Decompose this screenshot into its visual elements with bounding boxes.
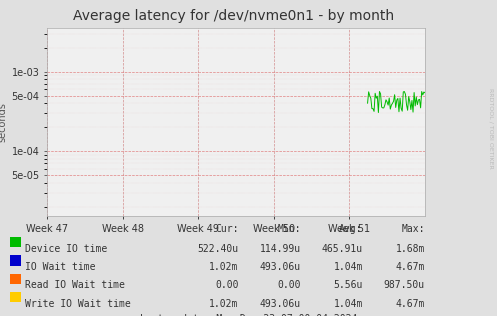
Text: 114.99u: 114.99u	[259, 244, 301, 254]
Text: Device IO time: Device IO time	[25, 244, 107, 254]
Text: 4.67m: 4.67m	[396, 299, 425, 309]
Text: 4.67m: 4.67m	[396, 262, 425, 272]
Y-axis label: seconds: seconds	[0, 102, 7, 143]
Text: 0.00: 0.00	[277, 280, 301, 290]
Text: 1.02m: 1.02m	[209, 299, 239, 309]
Text: 522.40u: 522.40u	[197, 244, 239, 254]
Text: Last update: Mon Dec 23 07:00:04 2024: Last update: Mon Dec 23 07:00:04 2024	[140, 314, 357, 316]
Text: Min:: Min:	[277, 224, 301, 234]
Text: IO Wait time: IO Wait time	[25, 262, 95, 272]
Text: RRDTOOL / TOBI OETIKER: RRDTOOL / TOBI OETIKER	[488, 88, 493, 169]
Text: 0.00: 0.00	[215, 280, 239, 290]
Text: Read IO Wait time: Read IO Wait time	[25, 280, 125, 290]
Text: 493.06u: 493.06u	[259, 262, 301, 272]
Text: Write IO Wait time: Write IO Wait time	[25, 299, 131, 309]
Text: 1.02m: 1.02m	[209, 262, 239, 272]
Text: 1.04m: 1.04m	[333, 299, 363, 309]
Text: 987.50u: 987.50u	[384, 280, 425, 290]
Text: 1.68m: 1.68m	[396, 244, 425, 254]
Text: 465.91u: 465.91u	[322, 244, 363, 254]
Text: 1.04m: 1.04m	[333, 262, 363, 272]
Text: Cur:: Cur:	[215, 224, 239, 234]
Text: Max:: Max:	[402, 224, 425, 234]
Text: Average latency for /dev/nvme0n1 - by month: Average latency for /dev/nvme0n1 - by mo…	[73, 9, 394, 23]
Text: 493.06u: 493.06u	[259, 299, 301, 309]
Text: 5.56u: 5.56u	[333, 280, 363, 290]
Text: Avg:: Avg:	[339, 224, 363, 234]
